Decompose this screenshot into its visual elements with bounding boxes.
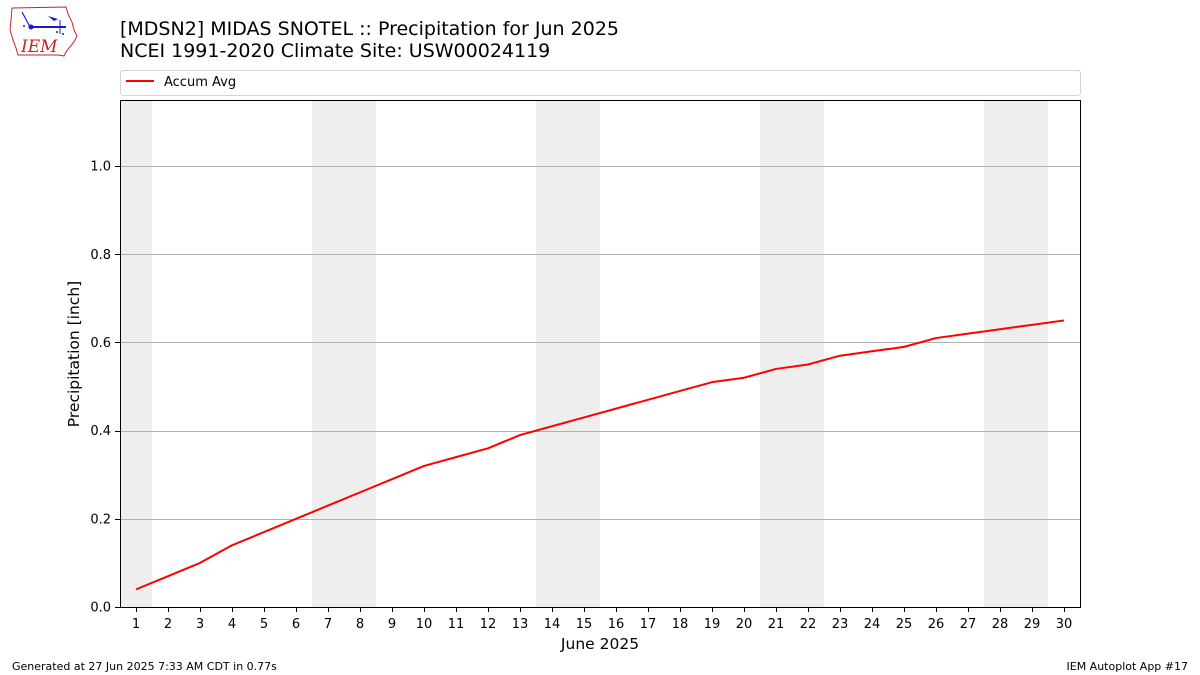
x-tick-label-9: 9 — [388, 617, 396, 632]
iem-logo[interactable]: IEM — [9, 6, 78, 57]
y-tick-label-0.4: 0.4 — [90, 424, 111, 439]
y-axis: 0.0 0.2 0.4 0.6 0.8 1.0 — [90, 160, 120, 616]
x-tick-label-22: 22 — [800, 617, 817, 632]
x-tick-label-30: 30 — [1056, 617, 1073, 632]
x-tick-label-17: 17 — [640, 617, 657, 632]
logo-text: IEM — [20, 37, 58, 57]
legend: Accum Avg — [120, 70, 1081, 96]
weekend-band-day-22 — [792, 100, 824, 607]
x-tick-label-8: 8 — [356, 617, 364, 632]
x-tick-label-11: 11 — [448, 617, 465, 632]
x-tick-label-18: 18 — [672, 617, 689, 632]
x-axis-label: June 2025 — [560, 635, 639, 653]
y-tick-label-0.8: 0.8 — [90, 248, 111, 263]
series-layer — [135, 319, 1065, 591]
x-tick-label-20: 20 — [736, 617, 753, 632]
x-tick-label-14: 14 — [544, 617, 561, 632]
x-tick-label-12: 12 — [480, 617, 497, 632]
x-tick-label-10: 10 — [416, 617, 433, 632]
x-tick-label-24: 24 — [864, 617, 881, 632]
legend-frame — [120, 70, 1081, 96]
plot-frame — [120, 100, 1081, 608]
y-axis-label: Precipitation [inch] — [65, 281, 83, 427]
x-tick-label-25: 25 — [896, 617, 913, 632]
chart-subtitle: NCEI 1991-2020 Climate Site: USW00024119 — [120, 40, 550, 62]
x-tick-label-27: 27 — [960, 617, 977, 632]
x-axis: 1 2 3 4 5 6 7 8 9 10 11 12 13 14 15 16 17 18 19 20 21 22 23 24 2… — [132, 607, 1072, 632]
x-tick-label-3: 3 — [196, 617, 204, 632]
x-tick-label-23: 23 — [832, 617, 849, 632]
x-tick-label-21: 21 — [768, 617, 785, 632]
weekend-bands — [120, 100, 1048, 607]
x-tick-label-26: 26 — [928, 617, 945, 632]
weekend-band-day-15 — [568, 100, 600, 607]
weekend-band-day-21 — [760, 100, 792, 607]
y-tick-label-1.0: 1.0 — [90, 160, 111, 175]
x-tick-label-15: 15 — [576, 617, 593, 632]
weekend-band-day-1 — [120, 100, 152, 607]
x-tick-label-13: 13 — [512, 617, 529, 632]
x-tick-label-4: 4 — [228, 617, 236, 632]
x-tick-label-2: 2 — [164, 617, 172, 632]
weekend-band-day-29 — [1016, 100, 1048, 607]
x-tick-label-19: 19 — [704, 617, 721, 632]
iowa-state-weather-logo-icon — [9, 6, 78, 57]
weekend-band-day-28 — [984, 100, 1016, 607]
chart-title: [MDSN2] MIDAS SNOTEL :: Precipitation fo… — [120, 18, 619, 40]
x-tick-label-7: 7 — [324, 617, 332, 632]
x-tick-label-16: 16 — [608, 617, 625, 632]
x-tick-label-6: 6 — [292, 617, 300, 632]
footer-generated-text: Generated at 27 Jun 2025 7:33 AM CDT in … — [12, 660, 277, 673]
weekend-band-day-14 — [536, 100, 568, 607]
footer-app-text: IEM Autoplot App #17 — [1067, 660, 1189, 673]
weekend-band-day-8 — [344, 100, 376, 607]
series-line-accum-avg — [135, 319, 1065, 591]
x-tick-label-5: 5 — [260, 617, 268, 632]
y-tick-label-0.2: 0.2 — [90, 512, 111, 527]
y-tick-label-0.0: 0.0 — [90, 601, 111, 616]
x-tick-label-1: 1 — [132, 617, 140, 632]
weekend-band-day-7 — [312, 100, 344, 607]
x-tick-label-29: 29 — [1024, 617, 1041, 632]
legend-label-accum-avg: Accum Avg — [164, 75, 236, 90]
x-tick-label-28: 28 — [992, 617, 1009, 632]
y-tick-label-0.6: 0.6 — [90, 336, 111, 351]
